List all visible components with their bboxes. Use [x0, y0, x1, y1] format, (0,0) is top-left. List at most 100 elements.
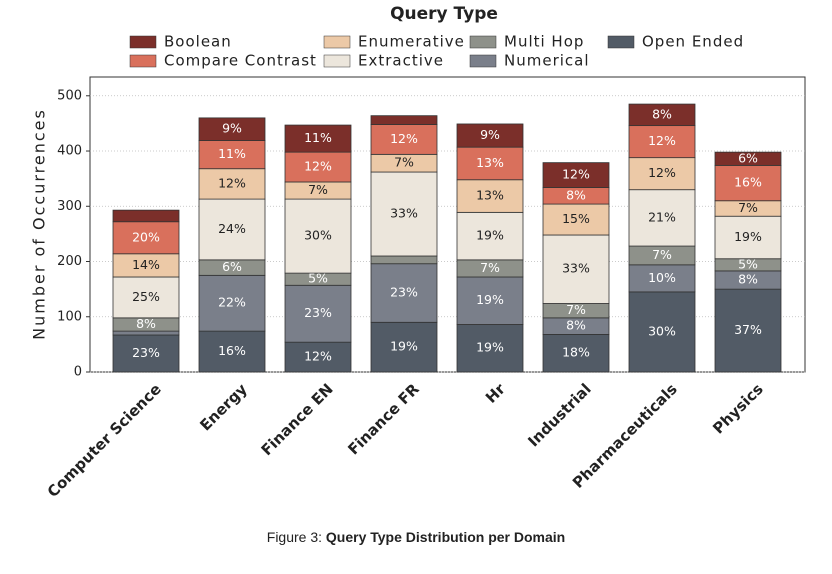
bar-segment: [112, 209, 180, 223]
bar-segment: [198, 168, 266, 200]
bar-segment: [456, 123, 524, 148]
plot-area: [89, 76, 806, 373]
legend-label: Extractive: [358, 52, 444, 70]
segment-label: 33%: [390, 206, 418, 221]
bar-segment: [284, 124, 352, 153]
segment-label: 30%: [648, 323, 676, 338]
bar-segment: [714, 288, 782, 373]
bar-segment: [284, 198, 352, 274]
segment-label: 13%: [476, 155, 504, 170]
bar-segment: [628, 157, 696, 191]
segment-label: 7%: [738, 200, 758, 215]
x-tick-label: Hr: [482, 380, 509, 407]
segment-label: 16%: [734, 175, 762, 190]
bar-segment: [370, 171, 438, 257]
segment-label: 5%: [738, 256, 758, 271]
bar-segment: [370, 263, 438, 323]
bar-segment: [714, 215, 782, 260]
segment-label: 33%: [562, 261, 590, 276]
legend-swatch: [469, 54, 497, 68]
bar-segment: [542, 334, 610, 373]
legend-title: Query Type: [390, 4, 498, 24]
segment-label: 12%: [648, 165, 676, 180]
segment-label: 11%: [304, 130, 332, 145]
segment-label: 7%: [480, 260, 500, 275]
segment-label: 7%: [652, 247, 672, 262]
legend-label: Enumerative: [358, 33, 465, 51]
segment-label: 13%: [476, 188, 504, 203]
segment-label: 12%: [390, 131, 418, 146]
bar-segment: [628, 291, 696, 373]
caption-prefix: Figure 3:: [267, 529, 322, 545]
segment-label: 19%: [476, 340, 504, 355]
segment-label: 12%: [562, 167, 590, 182]
bar-segment: [112, 330, 180, 336]
caption-text: Query Type Distribution per Domain: [326, 529, 565, 545]
x-tick-label: Industrial: [524, 380, 594, 450]
segment-label: 8%: [566, 318, 586, 333]
segment-label: 21%: [648, 209, 676, 224]
bar-segment: [542, 203, 610, 236]
bar-segment: [198, 117, 266, 141]
segment-label: 23%: [304, 305, 332, 320]
x-tick-label: Finance FR: [344, 380, 423, 459]
segment-label: 9%: [480, 127, 500, 142]
segment-label: 12%: [304, 349, 332, 364]
segment-label: 12%: [304, 159, 332, 174]
bar-segment: [112, 221, 180, 255]
segment-label: 12%: [648, 133, 676, 148]
y-tick-label: 100: [57, 309, 82, 324]
segment-label: 7%: [308, 182, 328, 197]
segment-label: 16%: [218, 343, 246, 358]
bar-segment: [284, 284, 352, 343]
legend-swatch: [607, 35, 635, 49]
legend-swatch: [323, 35, 351, 49]
segment-label: 14%: [132, 257, 160, 272]
bar-segment: [628, 264, 696, 293]
bar-segment: [198, 330, 266, 373]
y-tick-label: 400: [57, 144, 82, 159]
segment-label: 6%: [738, 150, 758, 165]
segment-label: 25%: [132, 289, 160, 304]
bar-segment: [370, 124, 438, 155]
bar-segment: [456, 146, 524, 181]
segment-label: 15%: [562, 211, 590, 226]
legend-label: Open Ended: [642, 33, 744, 51]
segment-label: 19%: [390, 339, 418, 354]
bar-segment: [456, 324, 524, 373]
segment-label: 22%: [218, 295, 246, 310]
segment-label: 19%: [476, 292, 504, 307]
y-tick-label: 200: [57, 254, 82, 269]
segment-label: 8%: [738, 272, 758, 287]
legend-swatch: [469, 35, 497, 49]
segment-label: 11%: [218, 146, 246, 161]
segment-label: 30%: [304, 228, 332, 243]
bar-segment: [456, 179, 524, 213]
segment-label: 6%: [222, 259, 242, 274]
bar-segment: [456, 276, 524, 325]
bar-segment: [198, 274, 266, 332]
legend-label: Numerical: [504, 52, 590, 70]
bar-segment: [112, 276, 180, 319]
legend-swatch: [129, 35, 157, 49]
x-tick-label: Energy: [196, 380, 251, 435]
segment-label: 23%: [132, 345, 160, 360]
segment-label: 19%: [476, 228, 504, 243]
segment-label: 20%: [132, 229, 160, 244]
x-tick-label: Computer Science: [44, 380, 165, 501]
segment-label: 37%: [734, 322, 762, 337]
y-tick-label: 0: [74, 365, 82, 380]
segment-label: 23%: [390, 285, 418, 300]
bar-segment: [198, 198, 266, 261]
segment-label: 9%: [222, 121, 242, 136]
y-axis-label: Number of Occurrences: [30, 108, 49, 340]
legend-label: Multi Hop: [504, 33, 584, 51]
segment-label: 7%: [394, 155, 414, 170]
legend-swatch: [129, 54, 157, 68]
bar-segment: [714, 151, 782, 166]
legend-label: Boolean: [164, 33, 232, 51]
caption: Figure 3: Query Type Distribution per Do…: [267, 529, 565, 545]
bar-segment: [714, 164, 782, 202]
